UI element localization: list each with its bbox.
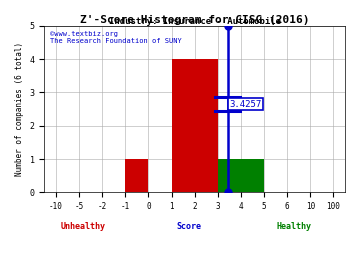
- Text: Healthy: Healthy: [276, 222, 311, 231]
- Text: Industry: Insurance - Automobile: Industry: Insurance - Automobile: [109, 17, 281, 26]
- Title: Z'-Score Histogram for CISG (2016): Z'-Score Histogram for CISG (2016): [80, 15, 309, 25]
- Bar: [171, 59, 218, 193]
- Bar: [125, 159, 148, 193]
- Bar: [218, 159, 264, 193]
- Text: Score: Score: [176, 222, 201, 231]
- Text: ©www.textbiz.org
The Research Foundation of SUNY: ©www.textbiz.org The Research Foundation…: [50, 31, 182, 44]
- Text: Unhealthy: Unhealthy: [61, 222, 106, 231]
- Y-axis label: Number of companies (6 total): Number of companies (6 total): [15, 42, 24, 176]
- Text: 3.4257: 3.4257: [229, 100, 262, 109]
